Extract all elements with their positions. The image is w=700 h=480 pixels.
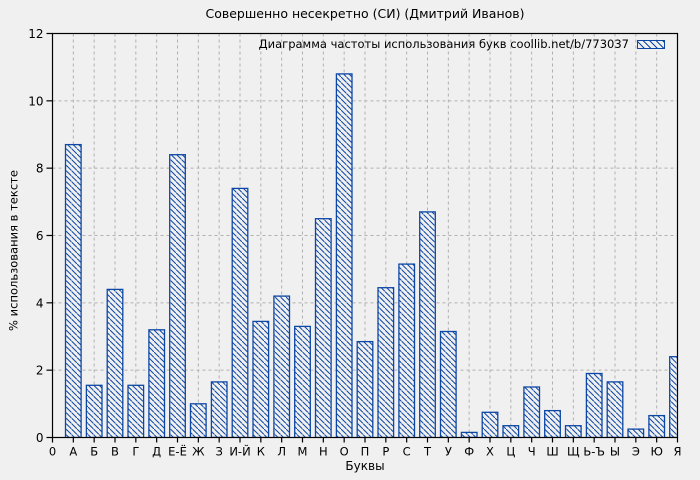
bar-Ц	[502, 425, 520, 438]
x-tick-label: И-Й	[229, 444, 250, 459]
x-tick-label: Н	[319, 445, 328, 459]
x-tick-label: Ф	[464, 445, 474, 459]
bar-О	[335, 73, 353, 438]
bar-М	[294, 325, 311, 438]
bar-Ы	[606, 381, 624, 438]
y-tick-label: 4	[36, 296, 44, 310]
x-tick-label: Р	[382, 445, 389, 459]
bars-group	[64, 73, 678, 438]
x-tick-label: В	[111, 445, 119, 459]
chart-title: Совершенно несекретно (СИ) (Дмитрий Иван…	[205, 6, 525, 21]
bar-Л	[273, 295, 291, 438]
x-tick-label: У	[445, 445, 452, 459]
bar-З	[210, 381, 228, 438]
y-tick-label: 12	[28, 27, 43, 41]
x-tick-label: Щ	[567, 445, 580, 459]
x-tick-label: Ж	[192, 445, 205, 459]
x-tick-label: С	[403, 445, 411, 459]
bar-У	[439, 330, 457, 438]
x-tick-label: З	[215, 445, 222, 459]
x-tick-label: Ч	[528, 445, 536, 459]
y-axis-title: % использования в тексте	[6, 170, 21, 331]
y-tick-label: 0	[36, 431, 44, 445]
y-tick-label: 8	[36, 162, 44, 176]
bar-И-Й	[231, 187, 249, 438]
bar-Б	[85, 384, 103, 438]
x-tick-label: Ь-Ъ	[583, 445, 605, 459]
x-tick-label: Ц	[506, 445, 515, 459]
bar-В	[106, 288, 124, 438]
x-tick-label: К	[257, 445, 265, 459]
x-axis-title: Буквы	[345, 459, 385, 473]
x-tick-label: П	[361, 445, 370, 459]
x-tick-label: Х	[486, 445, 494, 459]
x-tick-label: М	[298, 445, 308, 459]
legend-label: Диаграмма частоты использования букв coo…	[258, 37, 629, 51]
x-tick-label: Ш	[546, 445, 558, 459]
x-tick-label: Г	[132, 445, 139, 459]
bar-Щ	[564, 425, 582, 438]
bar-Т	[419, 211, 436, 438]
x-tick-label: Я	[674, 445, 682, 459]
bar-П	[356, 340, 374, 438]
x-tick-label: Ы	[610, 445, 620, 459]
bar-Е-Ё	[169, 154, 186, 438]
bar-Я	[669, 356, 678, 438]
bar-Н	[314, 218, 332, 438]
bar-А	[64, 143, 82, 438]
bar-Э	[627, 428, 645, 438]
bar-Ь-Ъ	[585, 372, 603, 438]
x-tick-label: Т	[423, 445, 432, 459]
bar-Ж	[189, 403, 207, 438]
x-tick-label: О	[340, 445, 349, 459]
y-tick-label: 6	[36, 229, 44, 243]
x-tick-label: Д	[152, 445, 161, 459]
bar-К	[252, 320, 270, 438]
bar-Х	[481, 411, 499, 438]
x-tick-label: Э	[632, 445, 640, 459]
bar-Ф	[460, 431, 478, 438]
bar-Р	[377, 287, 395, 438]
x-tick-label: Ю	[650, 445, 662, 459]
x-tick-label: Б	[90, 445, 98, 459]
y-tick-label: 2	[36, 364, 44, 378]
bar-Г	[127, 384, 145, 438]
legend-swatch	[637, 39, 665, 49]
x-tick-label: А	[69, 445, 77, 459]
bar-Ш	[544, 409, 561, 438]
x-tick-label: Е-Ё	[168, 444, 187, 459]
bar-С	[398, 263, 416, 438]
bar-Д	[148, 329, 166, 438]
x-tick-label: 0	[49, 445, 56, 459]
bar-Ю	[648, 414, 666, 438]
legend: Диаграмма частоты использования букв coo…	[259, 37, 665, 51]
y-tick-label: 10	[28, 94, 43, 108]
x-tick-label: Л	[277, 445, 286, 459]
bar-Ч	[523, 386, 541, 438]
